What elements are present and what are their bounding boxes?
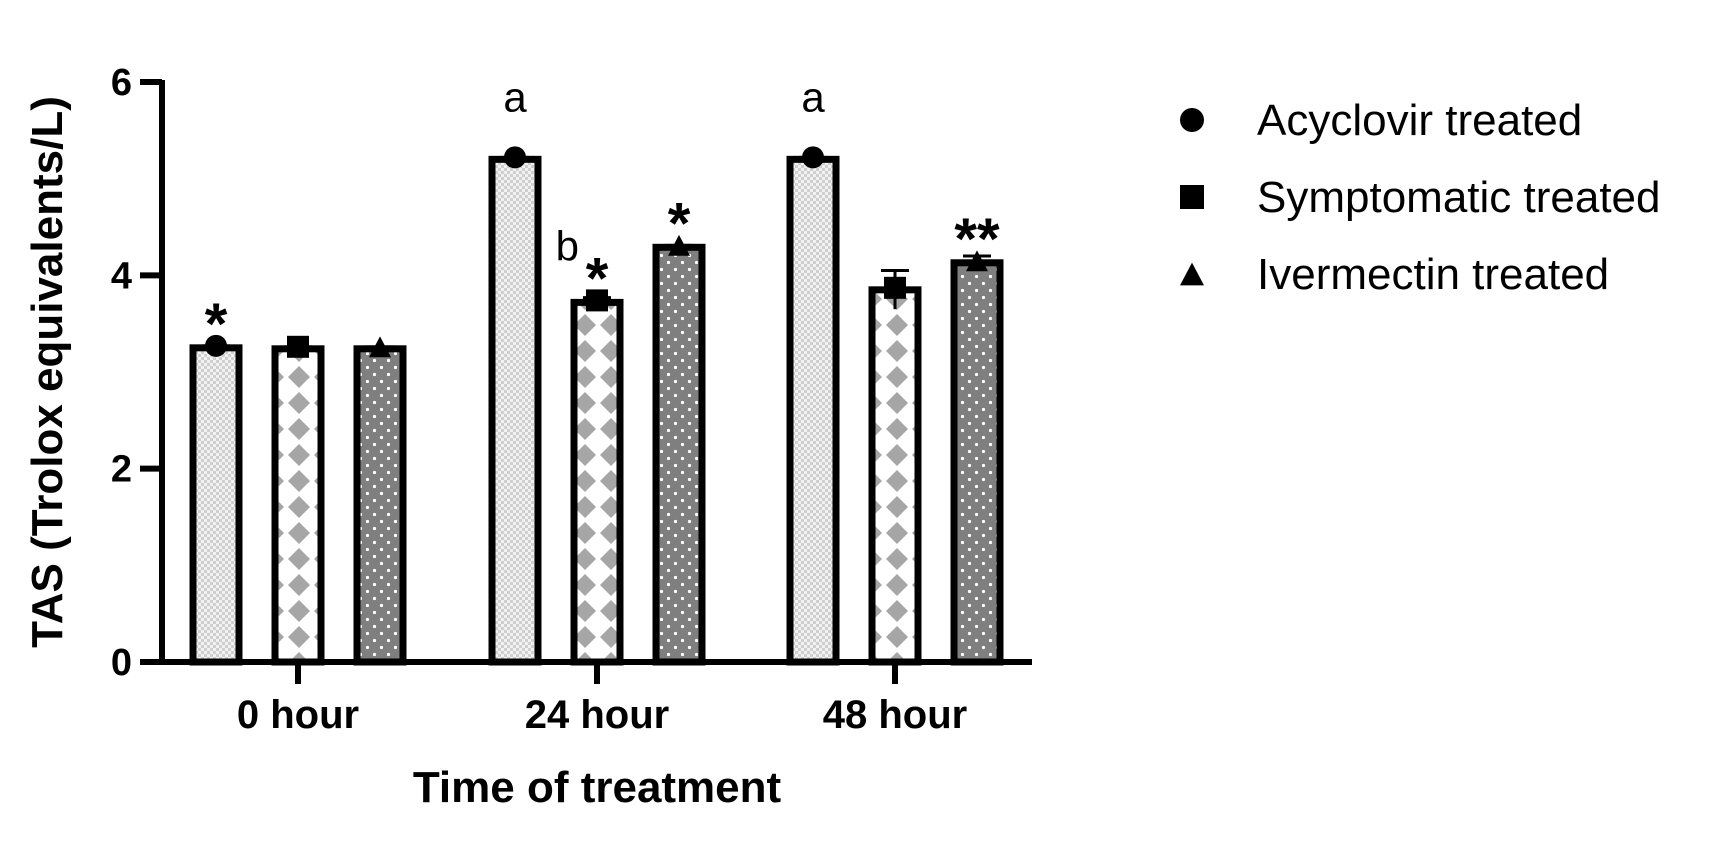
y-tick-label-1: 2 — [111, 449, 132, 491]
annotation-letter-2: b — [556, 222, 579, 269]
bar-0-2 — [353, 345, 407, 666]
bars-layer — [189, 146, 1004, 666]
point-marker-1-2 — [668, 234, 690, 256]
annotation-star-4: * — [668, 191, 691, 256]
x-axis-title: Time of treatment — [413, 763, 782, 812]
annotation-star-3: * — [586, 246, 609, 311]
legend-marker-2 — [1180, 262, 1204, 286]
x-tick-label-1: 24 hour — [525, 693, 669, 737]
legend: Acyclovir treated Symptomatic treated Iver… — [1180, 96, 1661, 299]
axes-layer — [140, 79, 1032, 684]
bar-2-2 — [950, 259, 1004, 666]
bar-0-1 — [271, 345, 325, 666]
legend-marker-1 — [1180, 185, 1204, 209]
bar-2-1 — [868, 286, 922, 666]
y-tick-label-2: 4 — [111, 255, 132, 297]
bar-0-0 — [189, 344, 243, 666]
point-marker-0-2 — [369, 336, 391, 358]
legend-label-0: Acyclovir treated — [1257, 96, 1582, 145]
bar-1-2 — [652, 243, 706, 666]
y-tick-label-0: 0 — [111, 642, 132, 684]
annotation-star-6: ** — [954, 207, 1000, 272]
point-marker-2-1 — [884, 276, 906, 299]
x-tick-label-2: 48 hour — [823, 693, 967, 737]
annotation-letter-5: a — [801, 73, 825, 120]
bar-1-1 — [570, 298, 624, 666]
y-axis-title: TAS (Trolox equivalents/L) — [23, 96, 72, 648]
legend-label-2: Ivermectin treated — [1257, 250, 1609, 299]
point-marker-2-2 — [966, 250, 988, 272]
annotation-letter-1: a — [503, 73, 527, 120]
y-tick-label-3: 6 — [111, 62, 132, 104]
point-marker-1-0 — [504, 146, 526, 169]
point-marker-0-1 — [287, 335, 309, 358]
point-marker-2-0 — [802, 146, 824, 169]
point-marker-0-0 — [205, 334, 227, 357]
point-marker-1-1 — [586, 289, 608, 312]
annotation-star-0: * — [205, 292, 228, 357]
bar-1-0 — [488, 155, 542, 666]
legend-marker-0 — [1180, 108, 1204, 132]
bar-2-0 — [786, 155, 840, 666]
legend-label-1: Symptomatic treated — [1257, 173, 1661, 222]
x-tick-label-0: 0 hour — [237, 693, 359, 737]
